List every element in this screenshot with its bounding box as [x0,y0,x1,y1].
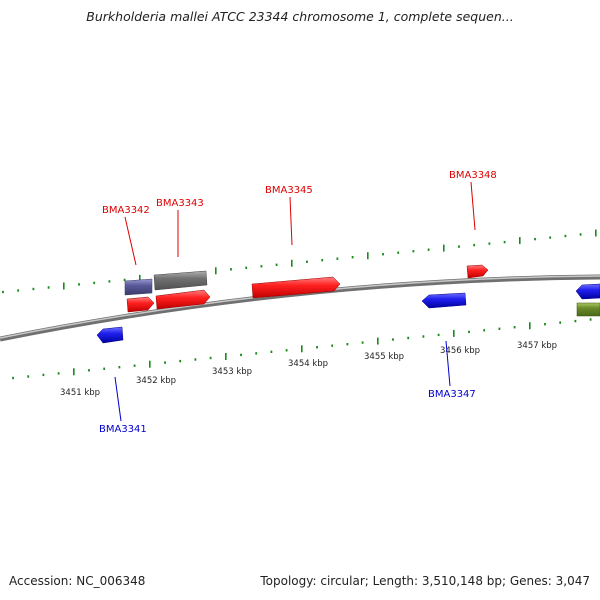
gene-label-BMA3345[interactable]: BMA3345 [265,185,313,196]
gene-label-BMA3343[interactable]: BMA3343 [156,198,204,209]
gene-feature-purple[interactable] [124,278,153,296]
gene-label-BMA3348[interactable]: BMA3348 [449,170,497,181]
tick-label: 3454 kbp [288,359,328,369]
tick-label: 3453 kbp [212,367,252,377]
gene-arrow-BMA3341[interactable] [96,326,124,344]
tick-label: 3457 kbp [517,341,557,351]
gene-label-BMA3341[interactable]: BMA3341 [99,424,147,435]
callout-line-BMA3348 [470,181,476,231]
topology-summary-text: Topology: circular; Length: 3,510,148 bp… [260,574,590,588]
tick-label: 3455 kbp [364,352,404,362]
gene-arrow-BMA3343[interactable] [155,289,211,310]
tick-label: 3456 kbp [440,346,480,356]
gene-arrow-BMA3347[interactable] [421,292,467,309]
gene-feature-olive[interactable] [576,302,600,317]
gene-label-BMA3342[interactable]: BMA3342 [102,205,150,216]
callout-line-BMA3347 [445,340,451,387]
gene-label-BMA3347[interactable]: BMA3347 [428,389,476,400]
gene-arrow-BMA3345[interactable] [251,276,341,299]
gene-feature-gray[interactable] [153,270,208,291]
tick-label: 3451 kbp [60,388,100,398]
callout-line-BMA3341 [114,376,122,422]
gene-arrow-edge-blue[interactable] [575,283,600,300]
gene-arrow-BMA3342[interactable] [126,296,155,313]
map-title: Burkholderia mallei ATCC 23344 chromosom… [86,9,514,24]
accession-text: Accession: NC_006348 [9,574,146,588]
callout-line-BMA3342 [124,216,137,266]
reverse-tick-row [12,318,592,380]
gene-arrow-BMA3348[interactable] [466,264,489,279]
tick-label: 3452 kbp [136,376,176,386]
callout-line-BMA3345 [289,196,293,246]
